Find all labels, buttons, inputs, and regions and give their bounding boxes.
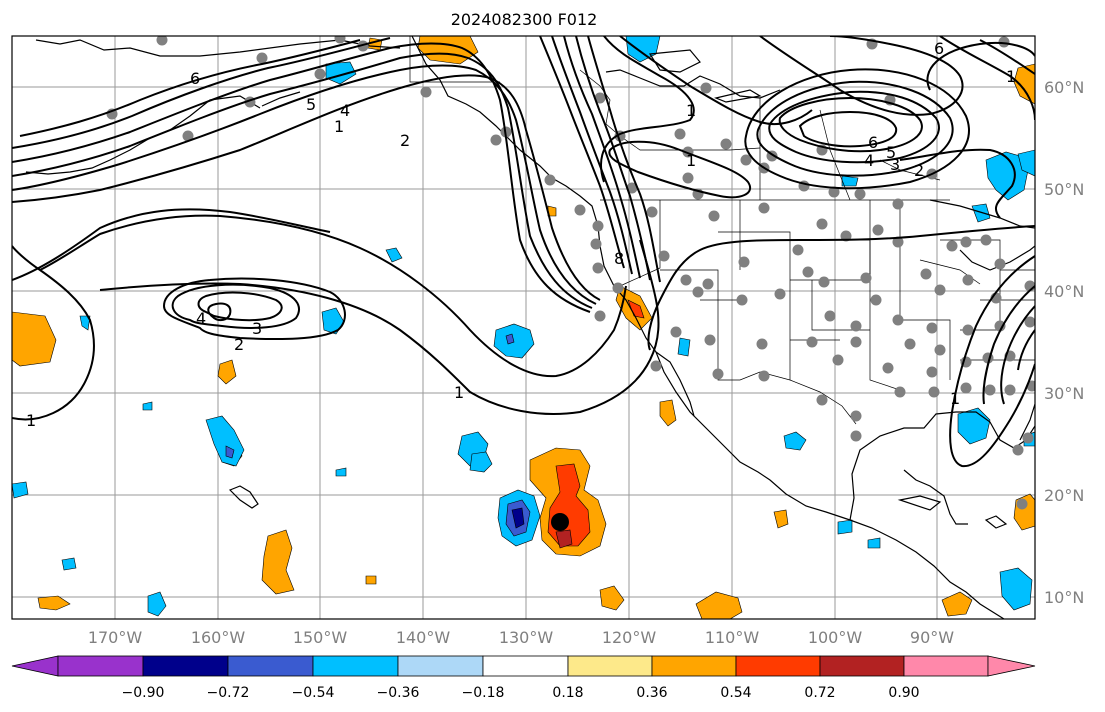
colorbar-segment	[567, 655, 653, 677]
contour-label: 5	[886, 143, 896, 162]
contour-label: 1	[950, 389, 960, 408]
colorbar-extend-low	[11, 655, 59, 677]
contour-label: 6	[934, 39, 944, 58]
contour-label: 1	[1006, 67, 1016, 86]
colorbar-tick-label: −0.72	[207, 685, 250, 701]
contour-label: 6	[868, 133, 878, 152]
map-title: 2024082300 F012	[450, 10, 598, 29]
lat-tick-label: 10°N	[1044, 588, 1084, 607]
colorbar-labels: −0.90 −0.72 −0.54 −0.36 −0.18 0.18 0.36 …	[122, 685, 920, 701]
map-frame	[11, 35, 1036, 620]
colorbar-tick-label: 0.90	[888, 685, 919, 701]
colorbar-segment	[312, 655, 399, 677]
contour-label: 1	[334, 117, 344, 136]
contour-label: 2	[914, 161, 924, 180]
contour-label: 4	[196, 309, 206, 328]
colorbar-tick-label: −0.18	[462, 685, 505, 701]
contour-label: 2	[400, 131, 410, 150]
lon-tick-label: 90°W	[910, 628, 954, 647]
colorbar-tick-label: −0.54	[292, 685, 335, 701]
colorbar	[11, 655, 1036, 677]
storm-center-marker	[551, 513, 569, 531]
colorbar-segment	[903, 655, 989, 677]
contour-label: 6	[190, 69, 200, 88]
lat-tick-label: 60°N	[1044, 78, 1084, 97]
lon-tick-label: 170°W	[88, 628, 143, 647]
lat-tick-label: 20°N	[1044, 486, 1084, 505]
contour-label: 1	[454, 383, 464, 402]
colorbar-segment	[651, 655, 737, 677]
colorbar-segment	[397, 655, 484, 677]
lat-tick-label: 50°N	[1044, 180, 1084, 199]
colorbar-tick-label: −0.36	[377, 685, 420, 701]
colorbar-tick-label: −0.90	[122, 685, 165, 701]
colorbar-tick-label: 0.18	[552, 685, 583, 701]
lat-tick-label: 40°N	[1044, 282, 1084, 301]
colorbar-tick-label: 0.36	[636, 685, 667, 701]
lon-tick-label: 100°W	[808, 628, 863, 647]
lon-tick-label: 120°W	[602, 628, 657, 647]
contour-label: 4	[864, 151, 874, 170]
colorbar-segment	[735, 655, 821, 677]
colorbar-tick-label: 0.54	[720, 685, 751, 701]
colorbar-segment	[819, 655, 905, 677]
contour-label: 1	[686, 101, 696, 120]
latitude-labels: 60°N 50°N 40°N 30°N 20°N 10°N	[1044, 78, 1084, 607]
lon-tick-label: 160°W	[191, 628, 246, 647]
colorbar-segment	[142, 655, 229, 677]
longitude-labels: 170°W 160°W 150°W 140°W 130°W 120°W 110°…	[88, 628, 954, 647]
lon-tick-label: 150°W	[293, 628, 348, 647]
colorbar-segment	[57, 655, 144, 677]
contour-label: 5	[306, 95, 316, 114]
lon-tick-label: 110°W	[705, 628, 760, 647]
contour-label: 4	[340, 101, 350, 120]
lat-tick-label: 30°N	[1044, 384, 1084, 403]
colorbar-segment	[227, 655, 314, 677]
contour-label: 3	[252, 319, 262, 338]
colorbar-extend-high	[987, 655, 1036, 677]
lon-tick-label: 130°W	[499, 628, 554, 647]
contour-label: 1	[26, 411, 36, 430]
contour-label: 1	[686, 151, 696, 170]
contour-label: 2	[234, 335, 244, 354]
lon-tick-label: 140°W	[396, 628, 451, 647]
contour-labels: 6 5 4 1 2 4 3 2 1 1 8 1 1 6 5 4 3 2 1 6 …	[26, 39, 1016, 430]
contour-lines	[12, 36, 1035, 468]
contour-label: 8	[614, 249, 624, 268]
colorbar-tick-label: 0.72	[804, 685, 835, 701]
colorbar-segment	[482, 655, 569, 677]
state-borders	[409, 36, 1035, 425]
contour-label: 3	[890, 155, 900, 174]
